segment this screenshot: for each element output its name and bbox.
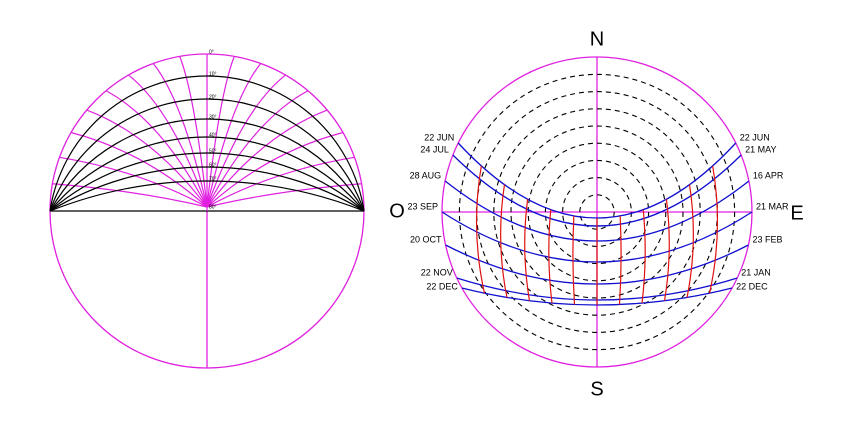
altitude-arc [49, 98, 365, 212]
degree-label: 20° [209, 94, 217, 100]
hour-line [663, 199, 670, 301]
date-label-right: 16 APR [753, 170, 784, 180]
azimuth-line [70, 131, 208, 208]
date-label-left: 22 NOV [421, 267, 453, 277]
degree-label: 80° [209, 204, 217, 210]
altitude-arc [49, 166, 365, 212]
degree-label: 70° [209, 176, 217, 182]
east-label: E [790, 202, 803, 224]
azimuth-line [206, 90, 309, 208]
hour-line [618, 215, 622, 305]
date-label-left: 22 JUN [424, 132, 454, 142]
altitude-arc [49, 152, 365, 212]
altitude-circle [544, 159, 650, 265]
azimuth-line [206, 183, 362, 208]
date-label-right: 22 DEC [736, 281, 768, 291]
date-label-right: 22 JUN [740, 132, 770, 142]
altitude-circle [458, 73, 736, 351]
degree-label: 0° [209, 49, 214, 55]
date-label-right: 21 JAN [741, 267, 771, 277]
hour-line [572, 215, 576, 305]
altitude-circle [493, 108, 701, 316]
date-label-left: 24 JUL [420, 144, 449, 154]
altitude-arc [49, 136, 365, 212]
degree-label: 30° [209, 114, 217, 120]
date-label-right: 21 MAY [745, 144, 776, 154]
hour-line [500, 184, 508, 298]
degree-label: 40° [209, 132, 217, 138]
altitude-circle [510, 125, 684, 299]
azimuth-line [206, 131, 344, 208]
date-label-left: 22 DEC [426, 281, 458, 291]
date-label-left: 20 OCT [410, 234, 442, 244]
azimuth-line [206, 74, 286, 208]
altitude-arc [49, 118, 365, 212]
azimuth-line [128, 74, 208, 208]
west-label: O [389, 200, 405, 222]
north-label: N [590, 28, 604, 50]
hour-line [686, 184, 694, 298]
altitude-arc [49, 75, 365, 212]
hour-line [641, 209, 646, 304]
date-label-right: 23 FEB [752, 234, 782, 244]
altitude-circle [562, 177, 632, 247]
azimuth-line [52, 183, 208, 208]
hour-line [524, 199, 531, 301]
azimuth-line [206, 56, 235, 208]
hour-line [475, 165, 486, 294]
hour-line [708, 165, 719, 294]
azimuth-line [152, 63, 208, 208]
date-label-left: 28 AUG [410, 170, 442, 180]
altitude-arc [49, 180, 365, 212]
azimuth-line [179, 56, 208, 208]
degree-label: 60° [209, 162, 217, 168]
altitude-circle [579, 194, 615, 230]
degree-label: 50° [209, 148, 217, 154]
hour-line [548, 209, 553, 304]
azimuth-line [206, 63, 262, 208]
degree-label: 10° [209, 71, 217, 77]
altitude-circle [527, 142, 667, 282]
date-label-right: 21 MAR [756, 201, 789, 211]
south-label: S [590, 378, 603, 400]
date-label-left: 23 SEP [407, 201, 438, 211]
azimuth-line [105, 90, 208, 208]
